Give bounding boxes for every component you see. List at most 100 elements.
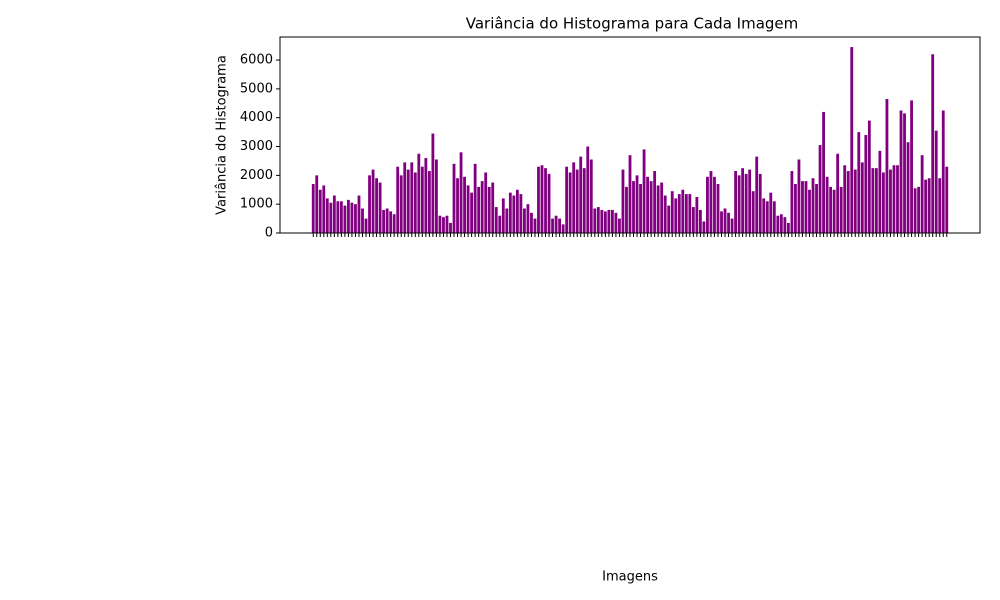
bar xyxy=(920,155,924,233)
bar xyxy=(420,166,424,233)
bar xyxy=(354,204,357,233)
bar xyxy=(357,195,361,233)
bar xyxy=(642,149,646,233)
bar xyxy=(575,169,579,233)
bar xyxy=(945,166,949,233)
bar xyxy=(635,175,639,233)
bar xyxy=(361,208,364,233)
bar xyxy=(871,168,875,233)
bar xyxy=(339,201,343,233)
bar xyxy=(808,189,811,233)
bar xyxy=(846,171,850,233)
bar xyxy=(568,172,572,233)
bar xyxy=(790,171,794,233)
bar xyxy=(938,178,942,233)
bar xyxy=(727,212,730,233)
bar xyxy=(547,173,551,233)
bar xyxy=(924,179,928,233)
bar xyxy=(427,171,431,233)
bar xyxy=(512,195,516,233)
bar xyxy=(818,145,822,233)
bar xyxy=(501,198,505,233)
bar xyxy=(332,195,336,233)
bar xyxy=(853,169,857,233)
bar xyxy=(625,186,628,233)
bar xyxy=(610,209,614,233)
bar xyxy=(505,208,509,233)
bar xyxy=(473,163,477,233)
y-tick-label: 2000 xyxy=(240,168,273,183)
bar xyxy=(811,178,815,233)
bar xyxy=(653,171,657,233)
bar xyxy=(491,182,495,233)
bar xyxy=(413,172,417,233)
bar xyxy=(934,130,938,233)
bar xyxy=(544,168,547,233)
bar xyxy=(744,173,748,233)
bar xyxy=(403,162,407,233)
bar xyxy=(698,209,702,233)
bar xyxy=(389,211,393,233)
bar xyxy=(670,191,674,233)
bar xyxy=(850,47,854,234)
bar xyxy=(554,215,558,233)
bar xyxy=(892,165,896,233)
bar xyxy=(772,201,776,233)
bar xyxy=(438,215,442,233)
bar xyxy=(762,198,766,233)
bar xyxy=(786,222,790,233)
y-tick-label: 0 xyxy=(265,226,273,241)
bar xyxy=(906,142,910,233)
bar xyxy=(392,214,396,233)
bar xyxy=(347,199,350,233)
bar xyxy=(431,133,435,233)
bar xyxy=(649,181,653,233)
bar xyxy=(903,113,906,233)
bar xyxy=(681,189,685,233)
bar xyxy=(836,153,840,233)
bar xyxy=(593,208,597,233)
bar xyxy=(382,209,386,233)
bar xyxy=(459,152,463,233)
bar xyxy=(621,169,625,233)
bar xyxy=(917,186,921,233)
bar xyxy=(874,168,878,233)
bar xyxy=(551,218,554,233)
plot-frame xyxy=(279,36,981,234)
bar xyxy=(695,196,699,233)
bar xyxy=(684,194,688,233)
bar xyxy=(941,110,945,233)
bar xyxy=(350,202,354,233)
y-tick-label: 5000 xyxy=(240,81,273,96)
bar xyxy=(498,215,502,233)
bar xyxy=(417,153,421,233)
bar xyxy=(913,188,917,233)
bar xyxy=(375,178,378,233)
bar xyxy=(748,169,752,233)
bar xyxy=(579,156,583,233)
bar xyxy=(794,184,797,233)
bar xyxy=(656,185,660,233)
bar xyxy=(572,162,576,233)
bar xyxy=(713,176,716,233)
chart-title: Variância do Histograma para Cada Imagem xyxy=(466,15,799,33)
bar xyxy=(716,184,720,233)
bar xyxy=(674,198,678,233)
bar xyxy=(758,173,762,233)
bar xyxy=(322,185,326,233)
bar xyxy=(424,158,428,233)
bar xyxy=(487,186,491,233)
bar xyxy=(878,150,882,233)
bar xyxy=(815,184,818,233)
bar xyxy=(910,100,913,233)
bar xyxy=(931,54,935,234)
bar xyxy=(449,222,452,233)
bar xyxy=(730,218,734,233)
bar xyxy=(533,218,537,233)
bar xyxy=(882,172,885,233)
bar xyxy=(530,212,533,233)
bar xyxy=(396,166,400,233)
bar xyxy=(445,215,449,233)
